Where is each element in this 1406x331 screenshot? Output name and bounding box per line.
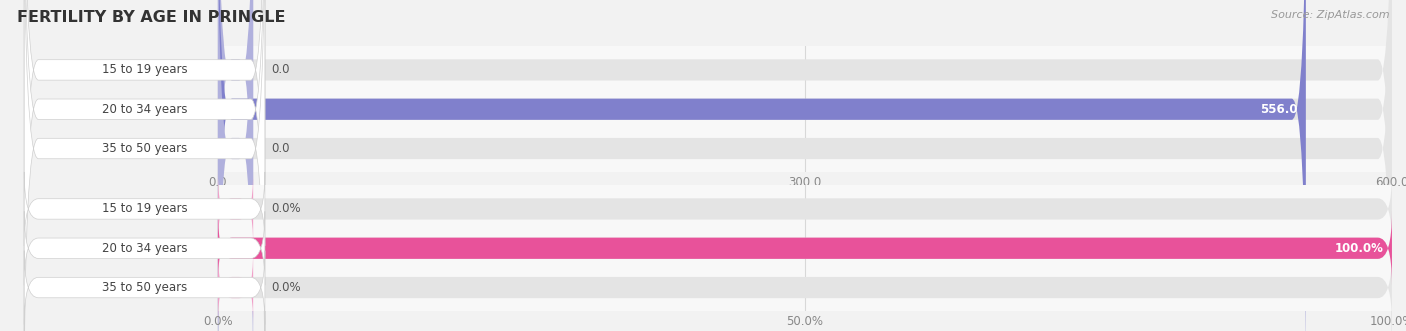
FancyBboxPatch shape	[218, 212, 1392, 285]
Text: 15 to 19 years: 15 to 19 years	[101, 203, 187, 215]
FancyBboxPatch shape	[218, 251, 1392, 324]
FancyBboxPatch shape	[24, 0, 264, 331]
Text: 15 to 19 years: 15 to 19 years	[101, 64, 187, 76]
Text: 35 to 50 years: 35 to 50 years	[101, 142, 187, 155]
FancyBboxPatch shape	[24, 211, 264, 285]
Text: 20 to 34 years: 20 to 34 years	[101, 103, 187, 116]
FancyBboxPatch shape	[24, 0, 264, 331]
Text: 20 to 34 years: 20 to 34 years	[101, 242, 187, 255]
FancyBboxPatch shape	[24, 251, 264, 324]
Text: 35 to 50 years: 35 to 50 years	[101, 281, 187, 294]
Text: FERTILITY BY AGE IN PRINGLE: FERTILITY BY AGE IN PRINGLE	[17, 10, 285, 25]
FancyBboxPatch shape	[218, 0, 1392, 331]
Text: 0.0: 0.0	[271, 142, 290, 155]
Text: 556.0: 556.0	[1260, 103, 1298, 116]
Text: Source: ZipAtlas.com: Source: ZipAtlas.com	[1271, 10, 1389, 20]
Text: 0.0%: 0.0%	[271, 281, 301, 294]
FancyBboxPatch shape	[24, 0, 264, 331]
FancyBboxPatch shape	[218, 0, 1306, 331]
Text: 0.0: 0.0	[271, 64, 290, 76]
FancyBboxPatch shape	[218, 0, 253, 331]
FancyBboxPatch shape	[218, 172, 253, 246]
FancyBboxPatch shape	[218, 251, 253, 324]
FancyBboxPatch shape	[218, 0, 1392, 331]
FancyBboxPatch shape	[218, 212, 1392, 285]
FancyBboxPatch shape	[218, 172, 1392, 246]
FancyBboxPatch shape	[218, 0, 253, 331]
FancyBboxPatch shape	[218, 0, 1392, 331]
Text: 0.0%: 0.0%	[271, 203, 301, 215]
Text: 100.0%: 100.0%	[1334, 242, 1384, 255]
FancyBboxPatch shape	[24, 172, 264, 246]
